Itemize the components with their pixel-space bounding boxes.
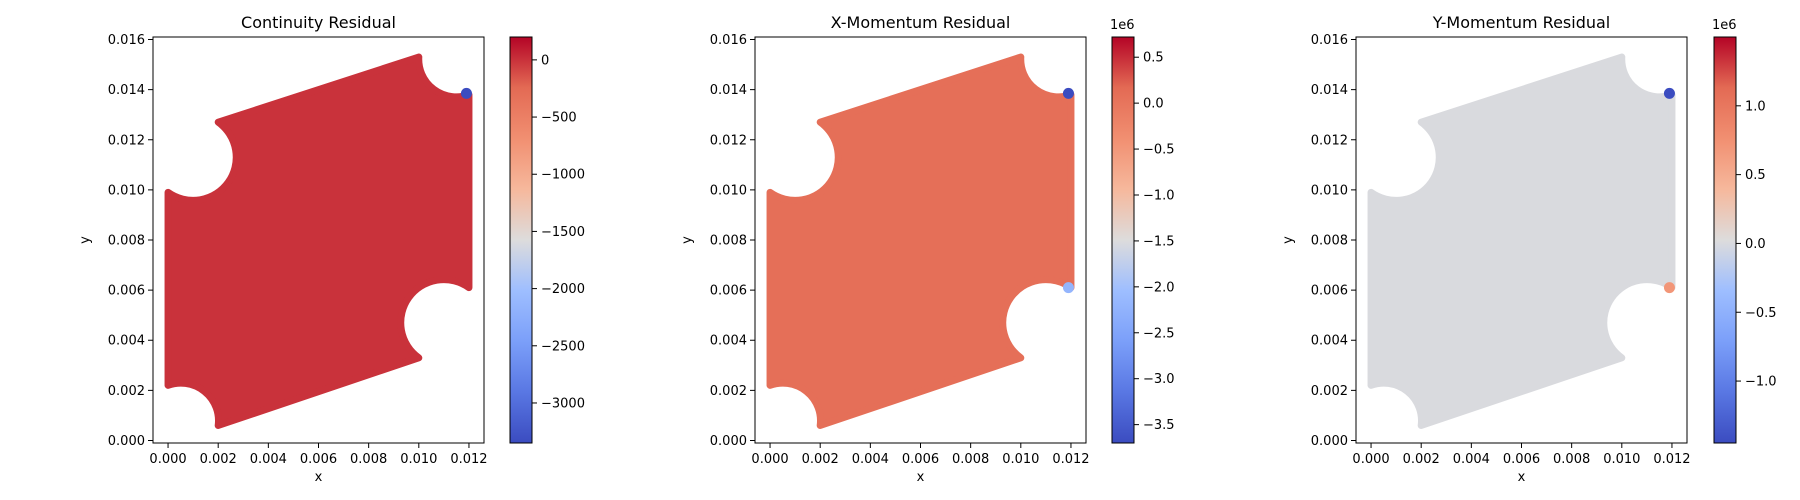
x-tick-label: 0.012 [1052, 452, 1089, 467]
x-axis-label: x [917, 470, 925, 485]
y-tick-label: 0.008 [1311, 234, 1348, 249]
colorbar-tick-label: −1.0 [1745, 375, 1777, 390]
x-axis-label: x [315, 470, 323, 485]
hotspot-point-2 [1062, 282, 1074, 294]
y-tick-label: 0.004 [108, 334, 145, 349]
colorbar [1713, 36, 1737, 444]
x-tick-label: 0.004 [852, 452, 889, 467]
x-tick-label: 0.002 [200, 452, 237, 467]
y-tick-label: 0.010 [1311, 183, 1348, 198]
colorbar-tick-label: −3000 [541, 396, 585, 411]
hotspot-point-2 [1663, 282, 1675, 294]
x-tick-label: 0.004 [1453, 452, 1490, 467]
x-tick-label: 0.004 [250, 452, 287, 467]
y-axis-label: y [680, 236, 695, 244]
y-tick-label: 0.008 [710, 234, 747, 249]
y-tick-label: 0.002 [108, 384, 145, 399]
x-tick-label: 0.008 [350, 452, 387, 467]
colorbar-tick-label: 0.0 [1143, 97, 1164, 112]
chart-title: Continuity Residual [241, 13, 396, 32]
panel-2: 0.000 0.002 0.004 0.006 0.008 0.010 0.012 0.000… [680, 13, 1175, 485]
x-tick-label: 0.012 [450, 452, 487, 467]
y-axis-label: y [78, 236, 93, 244]
colorbar-tick-label: −2.5 [1143, 326, 1175, 341]
colorbar-tick-label: −1.5 [1143, 234, 1175, 249]
y-tick-label: 0.006 [108, 284, 145, 299]
x-tick-label: 0.008 [952, 452, 989, 467]
x-tick-label: 0.008 [1553, 452, 1590, 467]
hotspot-point-1 [1062, 87, 1074, 99]
hotspot-point-1 [1663, 87, 1675, 99]
x-tick-label: 0.006 [902, 452, 939, 467]
y-tick-label: 0.002 [1311, 384, 1348, 399]
y-tick-label: 0.012 [1311, 133, 1348, 148]
scatter-field [766, 53, 1075, 429]
y-tick-label: 0.008 [108, 234, 145, 249]
y-tick-label: 0.010 [108, 183, 145, 198]
chart-title: X-Momentum Residual [831, 13, 1011, 32]
colorbar-tick-label: −1.0 [1143, 188, 1175, 203]
y-tick-label: 0.006 [710, 284, 747, 299]
x-tick-label: 0.010 [400, 452, 437, 467]
x-tick-label: 0.006 [1503, 452, 1540, 467]
scatter-field [164, 53, 473, 429]
colorbar [1111, 36, 1135, 444]
colorbar-tick-label: 0.0 [1745, 237, 1766, 252]
colorbar-tick-label: −0.5 [1143, 143, 1175, 158]
colorbar-tick-label: −2000 [541, 282, 585, 297]
y-tick-label: 0.000 [108, 434, 145, 449]
y-tick-label: 0.012 [710, 133, 747, 148]
y-tick-label: 0.004 [1311, 334, 1348, 349]
colorbar-tick-label: −0.5 [1745, 306, 1777, 321]
colorbar-tick-label: −3.5 [1143, 418, 1175, 433]
y-tick-label: 0.004 [710, 334, 747, 349]
y-tick-label: 0.012 [108, 133, 145, 148]
x-tick-label: 0.006 [300, 452, 337, 467]
colorbar-tick-label: −500 [541, 111, 577, 126]
y-tick-label: 0.016 [1311, 33, 1348, 48]
colorbar-tick-label: −2500 [541, 339, 585, 354]
x-tick-label: 0.010 [1002, 452, 1039, 467]
colorbar-tick-label: 0.5 [1745, 168, 1766, 183]
colorbar-tick-label: 1.0 [1745, 99, 1766, 114]
scatter-field [1367, 53, 1676, 429]
colorbar-tick-label: −3.0 [1143, 372, 1175, 387]
x-tick-label: 0.000 [1352, 452, 1389, 467]
y-tick-label: 0.016 [710, 33, 747, 48]
colorbar-tick-label: 0 [541, 53, 549, 68]
panel-1: 0.000 0.002 0.004 0.006 0.008 0.010 0.012 0.000… [78, 13, 585, 485]
y-tick-label: 0.014 [1311, 83, 1348, 98]
colorbar-offset-label: 1e6 [1110, 18, 1135, 33]
y-tick-label: 0.016 [108, 33, 145, 48]
y-tick-label: 0.014 [710, 83, 747, 98]
x-tick-label: 0.000 [751, 452, 788, 467]
x-tick-label: 0.002 [1403, 452, 1440, 467]
panel-3: 0.000 0.002 0.004 0.006 0.008 0.010 0.012 0.000… [1281, 13, 1777, 485]
colorbar-tick-label: −2.0 [1143, 280, 1175, 295]
x-tick-label: 0.000 [149, 452, 186, 467]
x-tick-label: 0.002 [802, 452, 839, 467]
y-tick-label: 0.010 [710, 183, 747, 198]
y-tick-label: 0.002 [710, 384, 747, 399]
colorbar-tick-label: 0.5 [1143, 51, 1164, 66]
y-tick-label: 0.000 [710, 434, 747, 449]
x-tick-label: 0.010 [1603, 452, 1640, 467]
y-tick-label: 0.000 [1311, 434, 1348, 449]
y-tick-label: 0.014 [108, 83, 145, 98]
hotspot-point-1 [460, 87, 472, 99]
x-tick-label: 0.012 [1653, 452, 1690, 467]
colorbar-tick-label: −1000 [541, 168, 585, 183]
y-tick-label: 0.006 [1311, 284, 1348, 299]
chart-title: Y-Momentum Residual [1432, 13, 1610, 32]
colorbar-offset-label: 1e6 [1712, 18, 1737, 33]
colorbar [509, 36, 533, 444]
colorbar-tick-label: −1500 [541, 225, 585, 240]
y-axis-label: y [1281, 236, 1296, 244]
x-axis-label: x [1518, 470, 1526, 485]
